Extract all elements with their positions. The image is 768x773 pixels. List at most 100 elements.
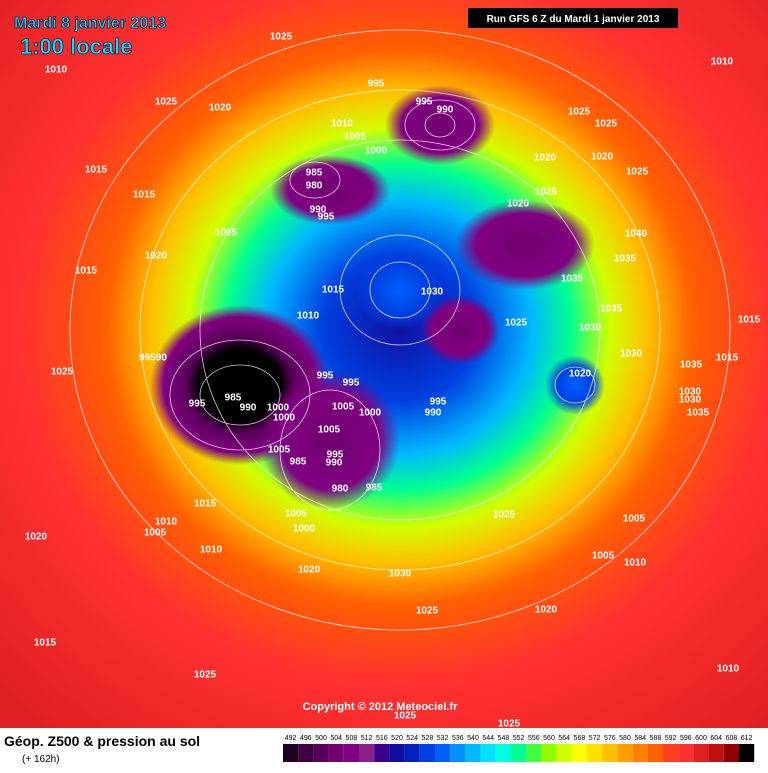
run-box: [468, 8, 678, 28]
colorbar-cell: [632, 744, 648, 762]
colorbar-cell: [511, 744, 527, 762]
isobar-label: 1005: [344, 132, 367, 143]
low: [420, 295, 500, 365]
isobar-label: 1030: [579, 323, 602, 334]
isobar-label: 995: [416, 97, 433, 108]
colorbar-label: 584: [634, 735, 646, 742]
cell: [355, 250, 445, 330]
colorbar-label: 520: [391, 735, 403, 742]
isobar-label: 1035: [561, 274, 584, 285]
field: [0, 0, 768, 728]
colorbar-cell: [602, 744, 618, 762]
colorbar-label: 588: [650, 735, 662, 742]
colorbar-label: 544: [482, 735, 494, 742]
colorbar-label: 572: [589, 735, 601, 742]
cell: [545, 355, 605, 415]
isobar-label: 990: [425, 408, 442, 419]
isobar-label: 1000: [293, 524, 316, 535]
colorbar-label: 528: [422, 735, 434, 742]
footer-lead: (+ 162h): [22, 754, 60, 765]
colorbar-cell: [343, 744, 359, 762]
isobar-label: 1020: [25, 532, 48, 543]
isobar-label: 1035: [614, 254, 637, 265]
isobar-label: 1005: [592, 551, 615, 562]
isobar-label: 1010: [711, 57, 734, 68]
isobar-label: 1005: [285, 509, 308, 520]
isobar-label: 1005: [144, 528, 167, 539]
colorbar-label: 560: [543, 735, 555, 742]
colorbar-label: 580: [619, 735, 631, 742]
isobar-label: 1025: [155, 97, 178, 108]
colorbar-label: 596: [680, 735, 692, 742]
isobar-label: 1025: [595, 119, 618, 130]
isobar-label: 1025: [194, 670, 217, 681]
isobar-label: 1025: [416, 606, 439, 617]
colorbar-cell: [450, 744, 466, 762]
isobar-label: 1030: [421, 287, 444, 298]
isobar-label: 1010: [200, 545, 223, 556]
colorbar-label: 548: [498, 735, 510, 742]
colorbar-label: 556: [528, 735, 540, 742]
isobar-label: 1000: [365, 146, 388, 157]
isobar-label: 1000: [267, 403, 290, 414]
isobar-label: 1025: [535, 187, 558, 198]
isobar-label: 1025: [498, 719, 521, 730]
low: [455, 200, 595, 290]
isobar-label: 990: [310, 205, 327, 216]
colorbar-label: 532: [437, 735, 449, 742]
isobar-label: 1005: [318, 425, 341, 436]
isobar-label: 990: [240, 403, 257, 414]
isobar-label: 1000: [359, 408, 382, 419]
colorbar-label: 524: [406, 735, 418, 742]
isobar-label: 995: [368, 79, 385, 90]
low: [260, 370, 400, 510]
colorbar-label: 612: [741, 735, 753, 742]
isobar-label: 1025: [626, 167, 649, 178]
colorbar-label: 608: [726, 735, 738, 742]
isobar-label: 1015: [34, 638, 57, 649]
colorbar-label: 508: [346, 735, 358, 742]
time: 1:00 locale: [20, 34, 133, 59]
isobar-label: 980: [306, 181, 323, 192]
colorbar-cell: [283, 744, 299, 762]
isobar-label: 995: [327, 450, 344, 461]
isobar-label: 1005: [332, 402, 355, 413]
isobar-label: 1030: [679, 387, 702, 398]
colorbar-cell: [495, 744, 511, 762]
isobar-label: 1010: [297, 311, 320, 322]
isobar-label: 1010: [155, 517, 178, 528]
isobar-label: 1025: [51, 367, 74, 378]
isobars: [69, 29, 731, 631]
isobar-label: 1020: [145, 251, 168, 262]
isobar-label: 1040: [625, 229, 648, 240]
colorbar-label: 540: [467, 735, 479, 742]
colorbar-label: 592: [665, 735, 677, 742]
isobar-label: 1020: [209, 103, 232, 114]
copyright: Copyright © 2012 Meteociel.fr: [303, 701, 459, 713]
isobar-label: 990: [326, 458, 343, 469]
isobar-label: 1010: [717, 664, 740, 675]
isobar-label: 1015: [75, 266, 98, 277]
isobar-label: 1020: [569, 369, 592, 380]
isobar-label: 980: [332, 484, 349, 495]
isobar-label: 995: [189, 399, 206, 410]
colorbar-cell: [328, 744, 344, 762]
isobar-label: 995: [343, 378, 360, 389]
colorbar-cell: [556, 744, 572, 762]
isobar-label: 985: [366, 483, 383, 494]
isobar-label: 99590: [139, 353, 167, 364]
colorbar-cell: [435, 744, 451, 762]
isobar-label: 1005: [215, 228, 238, 239]
footer-title: Géop. Z500 & pression au sol: [4, 733, 200, 749]
isobar-label: 1025: [505, 318, 528, 329]
isobar-label: 1015: [194, 499, 217, 510]
isobar-label: 1020: [534, 153, 557, 164]
isobar-label: 990: [437, 105, 454, 116]
colorbar-label: 516: [376, 735, 388, 742]
isobar-label: 1030: [389, 569, 412, 580]
colorbar-cell: [541, 744, 557, 762]
colorbar-cell: [526, 744, 542, 762]
colorbar-cell: [723, 744, 739, 762]
colorbar-label: 492: [285, 735, 297, 742]
